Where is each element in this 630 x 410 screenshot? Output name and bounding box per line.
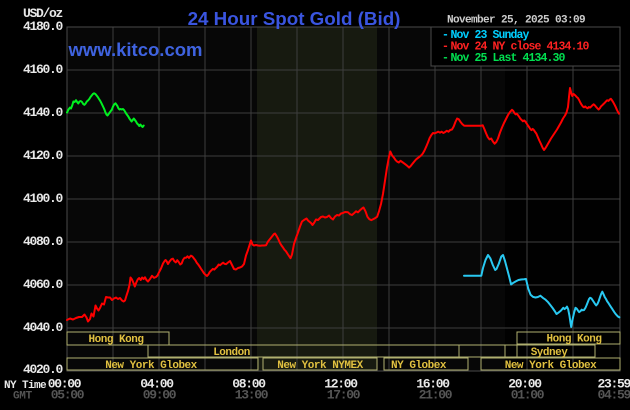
svg-text:4160.0: 4160.0 [23,62,64,77]
svg-text:Nov 24 NY close 4134.10: Nov 24 NY close 4134.10 [451,41,590,54]
svg-text:01:00: 01:00 [511,388,545,403]
svg-text:00:00: 00:00 [48,377,82,392]
svg-text:05:00: 05:00 [51,388,85,403]
svg-text:NY Globex: NY Globex [391,360,447,372]
svg-text:New York Globex: New York Globex [105,360,197,372]
svg-text:4080.0: 4080.0 [23,234,64,249]
svg-text:London: London [213,347,250,359]
svg-text:17:00: 17:00 [327,388,361,403]
svg-text:4020.0: 4020.0 [23,362,64,377]
svg-text:4180.0: 4180.0 [23,19,64,34]
svg-text:4060.0: 4060.0 [23,277,64,292]
svg-text:New York Globex: New York Globex [505,360,597,372]
svg-text:24 Hour Spot Gold (Bid): 24 Hour Spot Gold (Bid) [188,8,401,29]
svg-text:12:00: 12:00 [324,377,358,392]
svg-text:www.kitco.com: www.kitco.com [68,39,203,60]
svg-text:08:00: 08:00 [232,377,266,392]
svg-text:4140.0: 4140.0 [23,105,64,120]
svg-text:November 25, 2025 03:09: November 25, 2025 03:09 [447,15,585,27]
svg-text:04:59: 04:59 [597,388,630,403]
svg-text:-: - [442,52,448,65]
svg-text:NY Time: NY Time [4,380,47,392]
svg-text:Sydney: Sydney [531,347,569,359]
svg-text:20:00: 20:00 [508,377,542,392]
svg-text:21:00: 21:00 [419,388,453,403]
svg-text:New York NYMEX: New York NYMEX [277,360,363,372]
svg-text:4120.0: 4120.0 [23,148,64,163]
svg-text:Hong Kong: Hong Kong [89,334,144,346]
svg-text:16:00: 16:00 [416,377,450,392]
svg-text:23:59: 23:59 [597,377,630,392]
svg-text:GMT: GMT [13,391,33,403]
svg-text:13:00: 13:00 [235,388,269,403]
svg-text:4100.0: 4100.0 [23,191,64,206]
svg-text:09:00: 09:00 [143,388,177,403]
svg-text:-: - [442,29,448,42]
svg-text:Hong Kong: Hong Kong [547,334,602,346]
svg-text:Nov 25 Last 4134.30: Nov 25 Last 4134.30 [451,52,566,65]
svg-text:Nov 23 Sunday: Nov 23 Sunday [451,29,530,42]
svg-text:04:00: 04:00 [140,377,174,392]
svg-text:4040.0: 4040.0 [23,320,64,335]
svg-text:-: - [442,41,448,54]
svg-text:USD/oz: USD/oz [23,6,63,21]
